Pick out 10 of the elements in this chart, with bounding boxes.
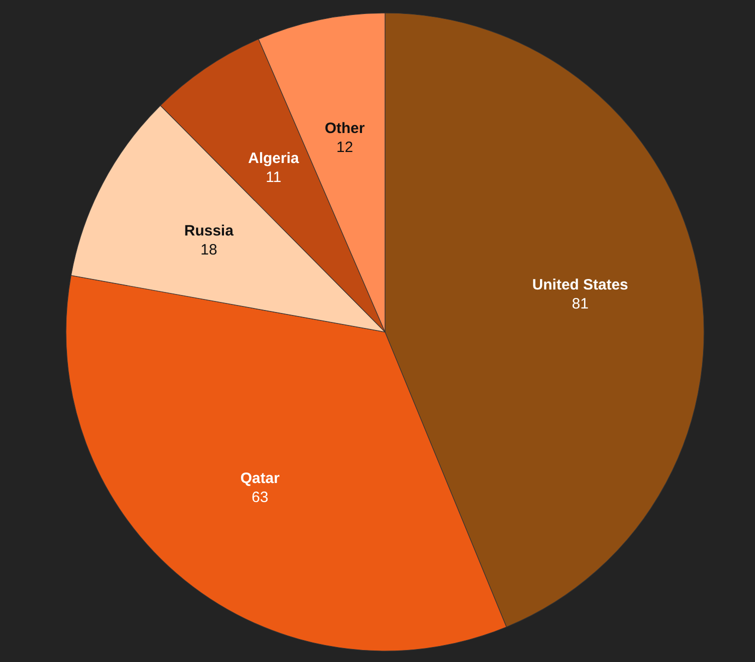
slice-label: Other — [324, 120, 365, 138]
data-label: 63 — [252, 488, 268, 506]
slice-label: United States — [532, 276, 628, 294]
data-label: 12 — [336, 139, 354, 156]
slice-label: Qatar — [240, 470, 280, 487]
data-label: 81 — [572, 295, 589, 312]
slice-label: Algeria — [248, 150, 300, 168]
data-label: 11 — [266, 169, 282, 186]
slice-label: Russia — [184, 222, 234, 240]
data-label: 18 — [200, 241, 218, 258]
